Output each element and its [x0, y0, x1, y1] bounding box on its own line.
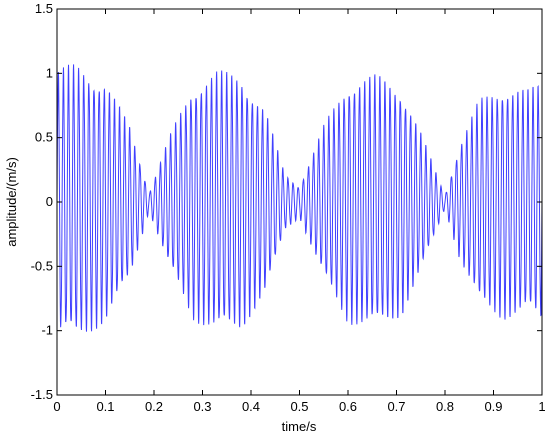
y-tick-label: -1 — [41, 323, 53, 338]
y-tick-label: -0.5 — [31, 258, 53, 273]
x-tick-label: 0.8 — [436, 399, 454, 414]
x-tick-label: 0.3 — [193, 399, 211, 414]
x-tick-label: 1 — [538, 399, 545, 414]
x-tick-label: 0.5 — [290, 399, 308, 414]
x-tick-label: 0 — [53, 399, 60, 414]
y-tick-label: -1.5 — [31, 387, 53, 402]
y-tick-label: 0.5 — [35, 130, 53, 145]
x-tick-label: 0.4 — [242, 399, 260, 414]
y-axis: -1.5 -1 -0.5 0 0.5 1 1.5 — [31, 1, 542, 402]
signal-line — [56, 64, 543, 332]
x-tick-label: 0.2 — [145, 399, 163, 414]
x-tick-label: 0.1 — [96, 399, 114, 414]
y-axis-label: amplitude/(m/s) — [4, 157, 19, 247]
y-tick-label: 1 — [46, 65, 53, 80]
signal-series — [56, 64, 543, 332]
x-tick-label: 0.9 — [484, 399, 502, 414]
x-tick-label: 0.6 — [339, 399, 357, 414]
x-axis: 0 0.1 0.2 0.3 0.4 0.5 0.6 0.7 0.8 0.9 1 — [53, 9, 546, 414]
y-tick-label: 0 — [46, 194, 53, 209]
x-axis-label: time/s — [282, 419, 317, 434]
y-tick-label: 1.5 — [35, 1, 53, 16]
x-tick-label: 0.7 — [387, 399, 405, 414]
